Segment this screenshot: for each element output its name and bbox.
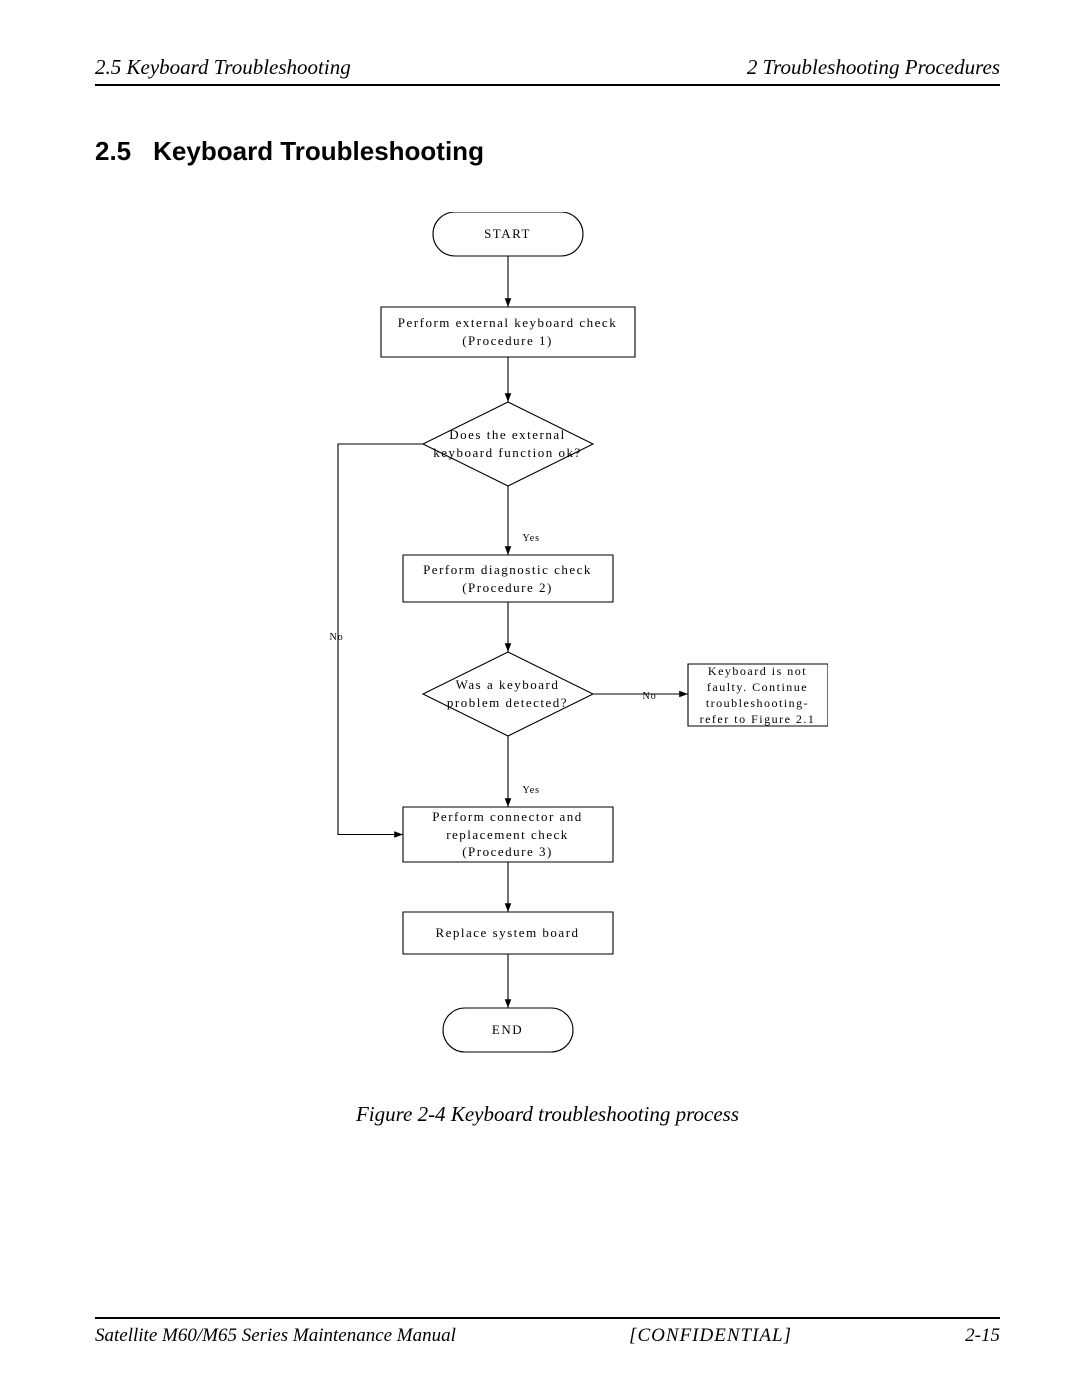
header-rule xyxy=(95,84,1000,86)
header-right: 2 Troubleshooting Procedures xyxy=(747,55,1000,80)
section-heading: 2.5 Keyboard Troubleshooting xyxy=(95,136,1000,167)
footer-left: Satellite M60/M65 Series Maintenance Man… xyxy=(95,1325,456,1347)
section-title-text: Keyboard Troubleshooting xyxy=(153,136,484,166)
header-left: 2.5 Keyboard Troubleshooting xyxy=(95,55,351,80)
page-footer: Satellite M60/M65 Series Maintenance Man… xyxy=(95,1317,1000,1347)
flowchart: YesYesNoNoSTARTPerform external keyboard… xyxy=(268,212,828,1082)
footer-right: 2-15 xyxy=(965,1325,1000,1347)
footer-rule xyxy=(95,1317,1000,1319)
section-number: 2.5 xyxy=(95,136,131,167)
footer-center: [CONFIDENTIAL] xyxy=(629,1325,792,1347)
page-header: 2.5 Keyboard Troubleshooting 2 Troublesh… xyxy=(95,55,1000,80)
figure-caption: Figure 2-4 Keyboard troubleshooting proc… xyxy=(95,1102,1000,1127)
